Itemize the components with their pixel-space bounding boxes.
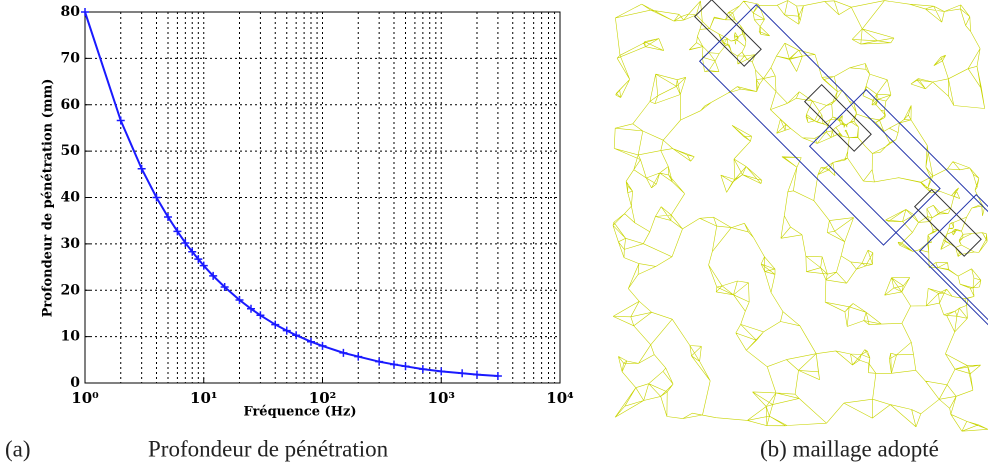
marker <box>137 164 146 173</box>
marker <box>282 326 291 335</box>
y-tick-label: 10 <box>61 329 81 345</box>
x-tick-label: 10⁴ <box>546 389 574 407</box>
mesh-image <box>612 0 988 432</box>
plot-frame <box>84 11 561 384</box>
marker <box>220 283 229 292</box>
tooth <box>698 3 941 246</box>
y-tick-label: 50 <box>61 143 81 159</box>
y-tick-label: 70 <box>61 50 81 66</box>
tooth <box>918 193 988 432</box>
caption: Profondeur de pénétration <box>148 436 389 461</box>
mesh-outlines <box>693 0 988 432</box>
marker <box>188 247 197 256</box>
caption: (b) maillage adopté <box>760 436 939 461</box>
marker <box>81 8 89 16</box>
marker <box>256 311 265 320</box>
x-tick-label: 10¹ <box>190 389 217 407</box>
marker <box>292 331 301 340</box>
marker <box>173 227 182 236</box>
x-axis-label: Fréquence (Hz) <box>243 405 356 420</box>
marker <box>401 362 410 371</box>
marker <box>472 370 481 379</box>
marker <box>318 341 327 350</box>
marker <box>247 304 256 313</box>
marker <box>389 360 398 369</box>
y-tick-label: 80 <box>61 4 81 20</box>
tooth <box>808 88 988 331</box>
marker <box>437 367 446 376</box>
y-tick-label: 20 <box>61 282 81 298</box>
marker <box>339 348 348 357</box>
marker <box>306 337 315 346</box>
caption-label: (a) <box>5 436 31 461</box>
marker <box>458 369 467 378</box>
y-tick-label: 30 <box>61 236 81 252</box>
marker <box>418 365 427 374</box>
marker <box>493 372 502 381</box>
marker <box>209 271 218 280</box>
marker <box>235 295 244 304</box>
marker <box>181 238 190 247</box>
marker <box>152 193 161 202</box>
mesh-lines <box>612 0 988 432</box>
y-tick-label: 60 <box>61 97 81 113</box>
x-tick-label: 10³ <box>428 389 455 407</box>
marker <box>199 261 208 270</box>
y-axis-label: Profondeur de pénétration (mm) <box>41 79 56 318</box>
marker <box>354 352 363 361</box>
y-tick-label: 0 <box>70 375 80 391</box>
x-tick-label: 10² <box>309 389 336 407</box>
y-tick-label: 40 <box>61 190 81 206</box>
marker <box>164 212 173 221</box>
x-tick-label: 10⁰ <box>71 389 99 407</box>
marker <box>375 357 384 366</box>
marker <box>116 116 125 125</box>
mesh-bg <box>613 0 988 432</box>
marker <box>271 320 280 329</box>
marker <box>194 255 203 264</box>
